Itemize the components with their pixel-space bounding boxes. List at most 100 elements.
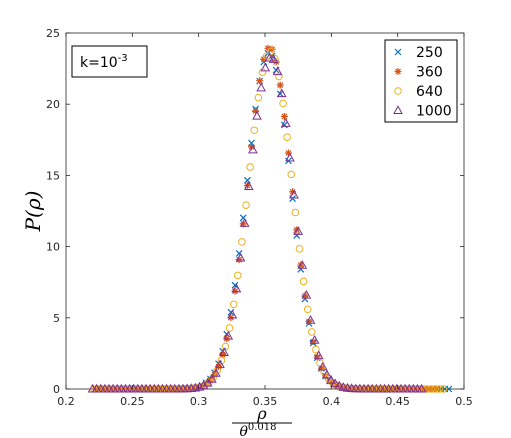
x-axis-ticks: 0.2 0.25 0.3 0.35 0.4 0.45 0.5 xyxy=(57,33,473,408)
annotation-base: k=10 xyxy=(80,55,118,71)
data-point-360 xyxy=(289,188,297,196)
data-point-360 xyxy=(280,112,288,120)
y-axis-ticks: 0 5 10 15 20 25 xyxy=(46,27,464,396)
data-point-360 xyxy=(268,45,276,53)
data-point-250 xyxy=(243,176,251,184)
data-point-1000 xyxy=(297,260,308,269)
data-point-640 xyxy=(234,271,242,280)
data-point-1000 xyxy=(326,375,336,384)
data-point-360 xyxy=(321,372,329,380)
data-point-1000 xyxy=(215,359,225,369)
data-point-640 xyxy=(229,300,238,309)
data-point-1000 xyxy=(235,252,246,262)
data-point-640 xyxy=(291,208,300,217)
data-point-640 xyxy=(439,385,448,393)
data-point-360 xyxy=(428,385,436,393)
svg-text:θ0.018: θ0.018 xyxy=(239,422,276,438)
x-axis-label: ρ θ0.018 xyxy=(232,404,292,438)
data-point-360 xyxy=(264,44,272,52)
data-point-1000 xyxy=(322,369,332,379)
data-point-250 xyxy=(280,121,288,129)
data-point-360 xyxy=(252,107,260,115)
data-point-1000 xyxy=(301,289,312,299)
data-point-1000 xyxy=(309,335,320,344)
x-axis-label-exponent: 0.018 xyxy=(248,422,277,433)
data-point-640 xyxy=(303,305,312,314)
x-tick-label: 0.35 xyxy=(253,395,278,408)
data-point-1000 xyxy=(198,380,209,390)
data-point-640 xyxy=(427,385,435,393)
data-point-640 xyxy=(279,99,287,108)
data-point-360 xyxy=(424,385,432,393)
data-point-1000 xyxy=(276,88,287,98)
data-point-360 xyxy=(317,364,325,372)
data-point-640 xyxy=(431,385,440,393)
data-point-360 xyxy=(313,353,321,361)
data-point-1000 xyxy=(239,218,250,227)
data-point-640 xyxy=(238,238,246,246)
y-tick-label: 5 xyxy=(53,312,60,325)
data-point-640 xyxy=(308,328,316,336)
data-point-1000 xyxy=(289,189,299,199)
data-point-1000 xyxy=(264,52,275,62)
svg-text:k=10-3: k=10-3 xyxy=(80,53,128,71)
data-point-360 xyxy=(231,287,239,295)
legend-label-360: 360 xyxy=(416,65,443,81)
data-point-1000 xyxy=(280,118,291,127)
legend-label-640: 640 xyxy=(416,84,443,100)
x-tick-label: 0.3 xyxy=(190,395,208,408)
data-point-640 xyxy=(250,126,259,135)
data-point-1000 xyxy=(305,314,316,324)
data-point-360 xyxy=(206,376,214,384)
data-point-1000 xyxy=(227,309,238,319)
data-point-640 xyxy=(246,163,254,171)
legend-label-1000: 1000 xyxy=(416,104,452,120)
y-tick-label: 10 xyxy=(46,241,60,254)
data-point-1000 xyxy=(285,152,295,162)
series-1000 xyxy=(87,52,427,393)
data-point-1000 xyxy=(268,54,279,63)
data-point-640 xyxy=(312,345,320,354)
y-tick-label: 20 xyxy=(46,98,60,111)
data-point-1000 xyxy=(219,347,229,357)
data-point-1000 xyxy=(313,350,324,360)
data-point-250 xyxy=(227,308,235,316)
data-point-360 xyxy=(239,220,247,228)
data-point-640 xyxy=(299,277,308,286)
data-point-360 xyxy=(219,351,227,359)
x-tick-label: 0.45 xyxy=(385,395,410,408)
data-point-360 xyxy=(260,55,268,63)
legend-marker-250 xyxy=(394,48,402,56)
data-point-360 xyxy=(247,143,255,151)
data-point-250 xyxy=(445,385,453,393)
x-tick-label: 0.4 xyxy=(323,395,341,408)
data-point-1000 xyxy=(317,361,328,371)
x-axis-label-denominator: θ xyxy=(239,424,248,438)
data-point-1000 xyxy=(334,380,345,390)
data-point-640 xyxy=(287,170,296,179)
data-point-1000 xyxy=(223,330,234,340)
data-point-640 xyxy=(435,385,444,393)
data-point-1000 xyxy=(256,82,267,92)
data-point-640 xyxy=(266,47,275,56)
data-point-1000 xyxy=(231,283,242,293)
x-tick-label: 0.5 xyxy=(455,395,473,408)
data-point-640 xyxy=(295,244,304,253)
data-point-1000 xyxy=(272,66,283,76)
data-point-640 xyxy=(225,324,234,332)
data-point-1000 xyxy=(248,144,258,154)
data-point-250 xyxy=(231,281,239,289)
y-axis-label: P(ρ) xyxy=(21,191,45,233)
legend-marker-360 xyxy=(394,68,402,75)
data-point-360 xyxy=(297,261,305,269)
data-point-360 xyxy=(215,363,223,371)
data-point-640 xyxy=(242,201,250,209)
x-tick-label: 0.2 xyxy=(57,395,75,408)
annotation-exponent: -3 xyxy=(118,53,128,64)
data-point-1000 xyxy=(194,381,205,391)
data-point-640 xyxy=(283,133,291,141)
data-point-1000 xyxy=(293,226,304,235)
data-point-640 xyxy=(254,93,263,102)
y-tick-label: 25 xyxy=(46,27,60,40)
